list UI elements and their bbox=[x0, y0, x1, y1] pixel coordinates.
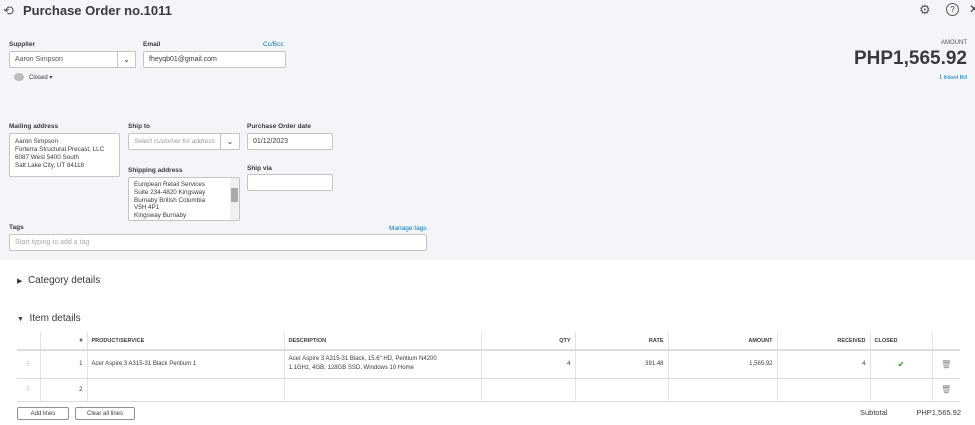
drag-handle-icon[interactable]: ⠿ bbox=[17, 350, 40, 379]
cell-received bbox=[776, 378, 870, 402]
category-details-heading: Category details bbox=[27, 275, 101, 286]
amount-value: PHP1,565.92 bbox=[853, 48, 967, 69]
clear-all-lines-button[interactable]: Clear all lines bbox=[75, 407, 135, 420]
cell-amount[interactable] bbox=[667, 378, 777, 402]
trash-icon[interactable]: 🗑 bbox=[931, 378, 960, 402]
cell-num: 1 bbox=[39, 350, 87, 379]
cell-description[interactable] bbox=[283, 378, 481, 402]
col-header-rate: RATE bbox=[574, 332, 668, 351]
description-line: 1.1GHz, 4GB, 128GB SSD, Windows 10 Home bbox=[288, 365, 414, 372]
trash-icon[interactable]: 🗑 bbox=[931, 350, 960, 379]
shipping-address-scrollbar[interactable] bbox=[230, 178, 239, 220]
table-row[interactable]: ⠿ 2 🗑 bbox=[17, 378, 960, 402]
linked-bill-link[interactable]: 1 linked Bill bbox=[939, 75, 967, 81]
amount-label: AMOUNT bbox=[941, 40, 967, 46]
cell-product[interactable] bbox=[86, 378, 284, 402]
ship-to-label: Ship to bbox=[128, 123, 151, 130]
cell-amount[interactable]: 1,565.92 bbox=[667, 350, 777, 379]
cell-description[interactable]: Acer Aspire 3 A315-31 Black, 15.6" HD, P… bbox=[283, 350, 481, 379]
address-line: V5H 4P1 bbox=[134, 204, 160, 212]
address-line: Aaron Simpson bbox=[15, 138, 59, 145]
address-line: Suite 234-4820 Kingsway bbox=[134, 188, 206, 196]
subtotal-label: Subtotal bbox=[860, 408, 888, 417]
address-line: Forterra Structural Precast, LLC bbox=[15, 146, 105, 153]
cell-num: 2 bbox=[39, 378, 87, 402]
supplier-label: Supplier bbox=[9, 41, 36, 48]
item-details-table: # PRODUCT/SERVICE DESCRIPTION QTY RATE A… bbox=[17, 332, 960, 402]
tags-input[interactable]: Start typing to add a tag bbox=[9, 234, 427, 251]
ship-via-input[interactable] bbox=[247, 174, 333, 191]
drag-handle-icon[interactable]: ⠿ bbox=[17, 378, 40, 402]
category-details-toggle[interactable]: ▶ Category details bbox=[17, 275, 100, 286]
cell-rate[interactable] bbox=[574, 378, 668, 402]
address-line: Burnaby British Columbia bbox=[134, 196, 206, 204]
col-header-closed: CLOSED bbox=[869, 332, 932, 351]
col-header-received: RECEIVED bbox=[776, 332, 870, 351]
form-header-area bbox=[0, 0, 975, 260]
caret-right-icon: ▶ bbox=[17, 278, 23, 285]
email-field[interactable]: fheyqb01@gmail.com bbox=[143, 51, 286, 68]
table-header-row: # PRODUCT/SERVICE DESCRIPTION QTY RATE A… bbox=[17, 332, 960, 351]
cell-received: 4 bbox=[776, 350, 870, 379]
shipping-address-field[interactable]: European Retail Services Suite 234-4820 … bbox=[128, 177, 240, 221]
cell-qty[interactable] bbox=[480, 378, 575, 402]
supplier-input[interactable]: Aaron Simpson bbox=[9, 51, 118, 68]
cell-qty[interactable]: 4 bbox=[480, 350, 575, 379]
close-icon[interactable]: ✕ bbox=[969, 2, 975, 16]
address-line: Kingsway Burnaby bbox=[134, 212, 187, 220]
tags-label: Tags bbox=[9, 224, 24, 231]
ship-via-label: Ship via bbox=[247, 165, 272, 172]
status-dropdown[interactable]: Closed ▾ bbox=[29, 75, 53, 81]
po-date-label: Purchase Order date bbox=[247, 123, 311, 130]
col-header-description: DESCRIPTION bbox=[283, 332, 481, 351]
help-icon[interactable]: ? bbox=[946, 3, 959, 16]
cc-bcc-link[interactable]: Cc/Bcc bbox=[263, 41, 284, 48]
email-label: Email bbox=[143, 41, 161, 48]
ship-to-chevron-icon[interactable]: ⌄ bbox=[220, 133, 240, 150]
col-header-qty: QTY bbox=[480, 332, 575, 351]
col-header-num: # bbox=[39, 332, 87, 351]
col-header-product: PRODUCT/SERVICE bbox=[86, 332, 284, 351]
subtotal-value: PHP1,565.92 bbox=[916, 408, 961, 417]
item-details-heading: Item details bbox=[29, 313, 81, 324]
cell-product[interactable]: Acer Aspire 3 A315-31 Black Pentium 1 bbox=[86, 350, 284, 379]
mailing-address-field[interactable]: Aaron Simpson Forterra Structural Precas… bbox=[9, 133, 120, 177]
history-icon[interactable]: ⟲ bbox=[3, 3, 14, 18]
mailing-address-label: Mailing address bbox=[9, 123, 59, 130]
page-title: Purchase Order no.1011 bbox=[23, 3, 172, 18]
table-row[interactable]: ⠿ 1 Acer Aspire 3 A315-31 Black Pentium … bbox=[17, 350, 960, 379]
cell-closed[interactable] bbox=[869, 378, 932, 402]
gear-icon[interactable]: ⚙ bbox=[919, 2, 931, 17]
closed-status-icon bbox=[14, 73, 24, 81]
ship-to-input[interactable]: Select customer for address bbox=[128, 133, 221, 150]
cell-rate[interactable]: 391.48 bbox=[574, 350, 668, 379]
address-line: European Retail Services bbox=[134, 181, 206, 188]
item-details-toggle[interactable]: ▼ Item details bbox=[17, 313, 81, 324]
address-line: Salt Lake City, UT 84118 bbox=[15, 162, 84, 169]
shipping-address-label: Shipping address bbox=[128, 167, 183, 174]
address-line: 6087 West 5400 South bbox=[15, 154, 79, 161]
manage-tags-link[interactable]: Manage tags bbox=[389, 225, 427, 232]
po-date-input[interactable]: 01/12/2023 bbox=[247, 133, 333, 150]
col-header-amount: AMOUNT bbox=[667, 332, 777, 351]
closed-check-icon[interactable]: ✔ bbox=[869, 350, 932, 379]
add-lines-button[interactable]: Add lines bbox=[17, 407, 69, 420]
description-line: Acer Aspire 3 A315-31 Black, 15.6" HD, P… bbox=[288, 356, 437, 363]
caret-down-icon: ▼ bbox=[17, 316, 24, 323]
supplier-dropdown-chevron-icon[interactable]: ⌄ bbox=[117, 51, 136, 68]
